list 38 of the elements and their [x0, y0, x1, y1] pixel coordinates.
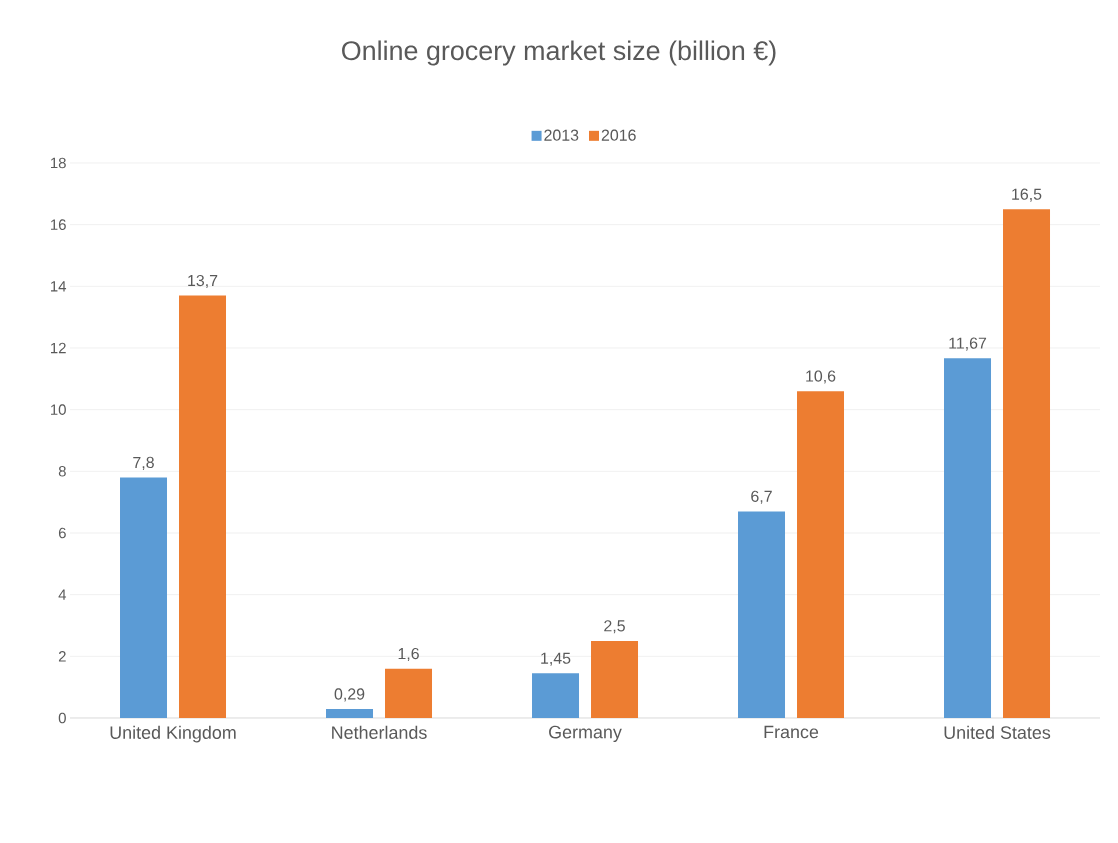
- y-tick-label: 0: [58, 712, 66, 724]
- bar: [385, 668, 433, 718]
- data-label: 7,8: [133, 456, 154, 470]
- bar: [326, 709, 374, 718]
- data-label: 2,5: [604, 620, 625, 634]
- x-tick-label: Netherlands: [332, 725, 427, 739]
- bar: [944, 358, 992, 718]
- bar: [797, 391, 845, 718]
- x-tick-label: United States: [944, 725, 1051, 739]
- bar: [179, 295, 227, 718]
- legend-label: 2016: [601, 129, 636, 141]
- y-tick-label: 8: [58, 466, 66, 477]
- data-label: 16,5: [1012, 188, 1042, 202]
- bar: [1003, 209, 1051, 718]
- y-tick-label: 14: [51, 281, 67, 292]
- y-tick-label: 2: [58, 651, 66, 662]
- y-tick-label: 10: [51, 404, 66, 415]
- chart-title: Online grocery market size (billion €): [342, 40, 776, 66]
- data-label: 10,6: [806, 370, 836, 384]
- bar: [591, 640, 639, 718]
- bar: [738, 511, 786, 718]
- bar: [120, 477, 168, 718]
- data-label: 6,7: [751, 490, 772, 504]
- data-label: 0,29: [334, 688, 365, 702]
- x-tick-label: France: [764, 725, 819, 739]
- x-tick-label: Germany: [549, 725, 622, 742]
- x-tick-label: United Kingdom: [110, 725, 236, 743]
- data-label: 1,45: [541, 652, 571, 666]
- y-tick-label: 12: [51, 342, 66, 354]
- y-tick-label: 18: [51, 157, 66, 169]
- y-tick-label: 16: [51, 219, 66, 230]
- legend-label: 2013: [544, 129, 579, 141]
- bar: [532, 673, 580, 718]
- y-tick-label: 4: [58, 589, 67, 600]
- data-label: 11,67: [949, 337, 987, 351]
- data-label: 13,7: [188, 274, 218, 289]
- data-label: 1,6: [398, 647, 419, 662]
- y-tick-label: 6: [58, 527, 66, 539]
